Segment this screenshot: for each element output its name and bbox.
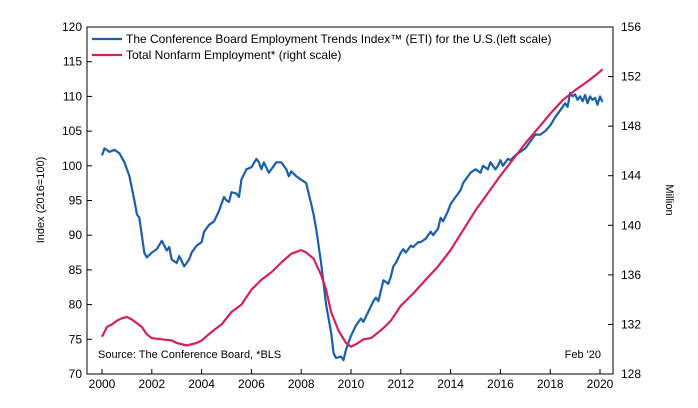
y-axis-label-left: Index (2016=100) (35, 157, 47, 244)
y-left-tick-label: 110 (63, 89, 82, 103)
axis-ticks: 2000 2002 2004 2006 2008 2010 2012 2014 2016 2018… (62, 20, 641, 391)
x-tick-label: 2002 (138, 377, 165, 391)
y-right-tick-label: 136 (621, 268, 641, 282)
x-tick-label: 2004 (188, 377, 215, 391)
y-right-tick-label: 156 (621, 20, 641, 34)
y-right-tick-label: 148 (621, 119, 641, 133)
series-lines (100, 68, 604, 362)
y-left-tick-label: 90 (69, 228, 83, 242)
plot-frame (86, 26, 614, 375)
x-tick-label: 2000 (89, 377, 116, 391)
y-left-tick-label: 85 (69, 263, 83, 277)
y-left-tick-label: 95 (69, 194, 83, 208)
y-left-tick-label: 80 (69, 298, 83, 312)
y-right-tick-label: 144 (621, 169, 641, 183)
x-tick-label: 2016 (487, 377, 514, 391)
y-right-tick-label: 140 (621, 218, 641, 232)
y-right-tick-label: 132 (621, 317, 641, 331)
source-note: Source: The Conference Board, *BLS (98, 349, 281, 361)
series-line-eti (100, 91, 604, 362)
y-right-tick-label: 152 (621, 70, 641, 84)
y-left-tick-label: 100 (62, 159, 82, 173)
legend-label-nonfarm: Total Nonfarm Employment* (right scale) (126, 48, 341, 62)
x-tick-label: 2018 (537, 377, 564, 391)
series-line-nonfarm (101, 68, 604, 348)
x-tick-label: 2012 (387, 377, 414, 391)
y-left-tick-label: 105 (62, 124, 82, 138)
x-tick-label: 2010 (338, 377, 365, 391)
legend-label-eti: The Conference Board Employment Trends I… (126, 32, 552, 46)
y-right-tick-label: 128 (621, 367, 641, 381)
x-tick-label: 2020 (587, 377, 614, 391)
x-tick-label: 2006 (238, 377, 265, 391)
y-left-tick-label: 70 (69, 367, 83, 381)
x-tick-label: 2014 (437, 377, 464, 391)
legend: The Conference Board Employment Trends I… (92, 32, 552, 62)
y-left-tick-label: 75 (69, 332, 83, 346)
date-note: Feb '20 (565, 349, 601, 361)
y-left-tick-label: 115 (63, 55, 82, 69)
y-axis-label-right: Million (663, 184, 675, 215)
y-left-tick-label: 120 (62, 20, 82, 34)
x-tick-label: 2008 (288, 377, 315, 391)
